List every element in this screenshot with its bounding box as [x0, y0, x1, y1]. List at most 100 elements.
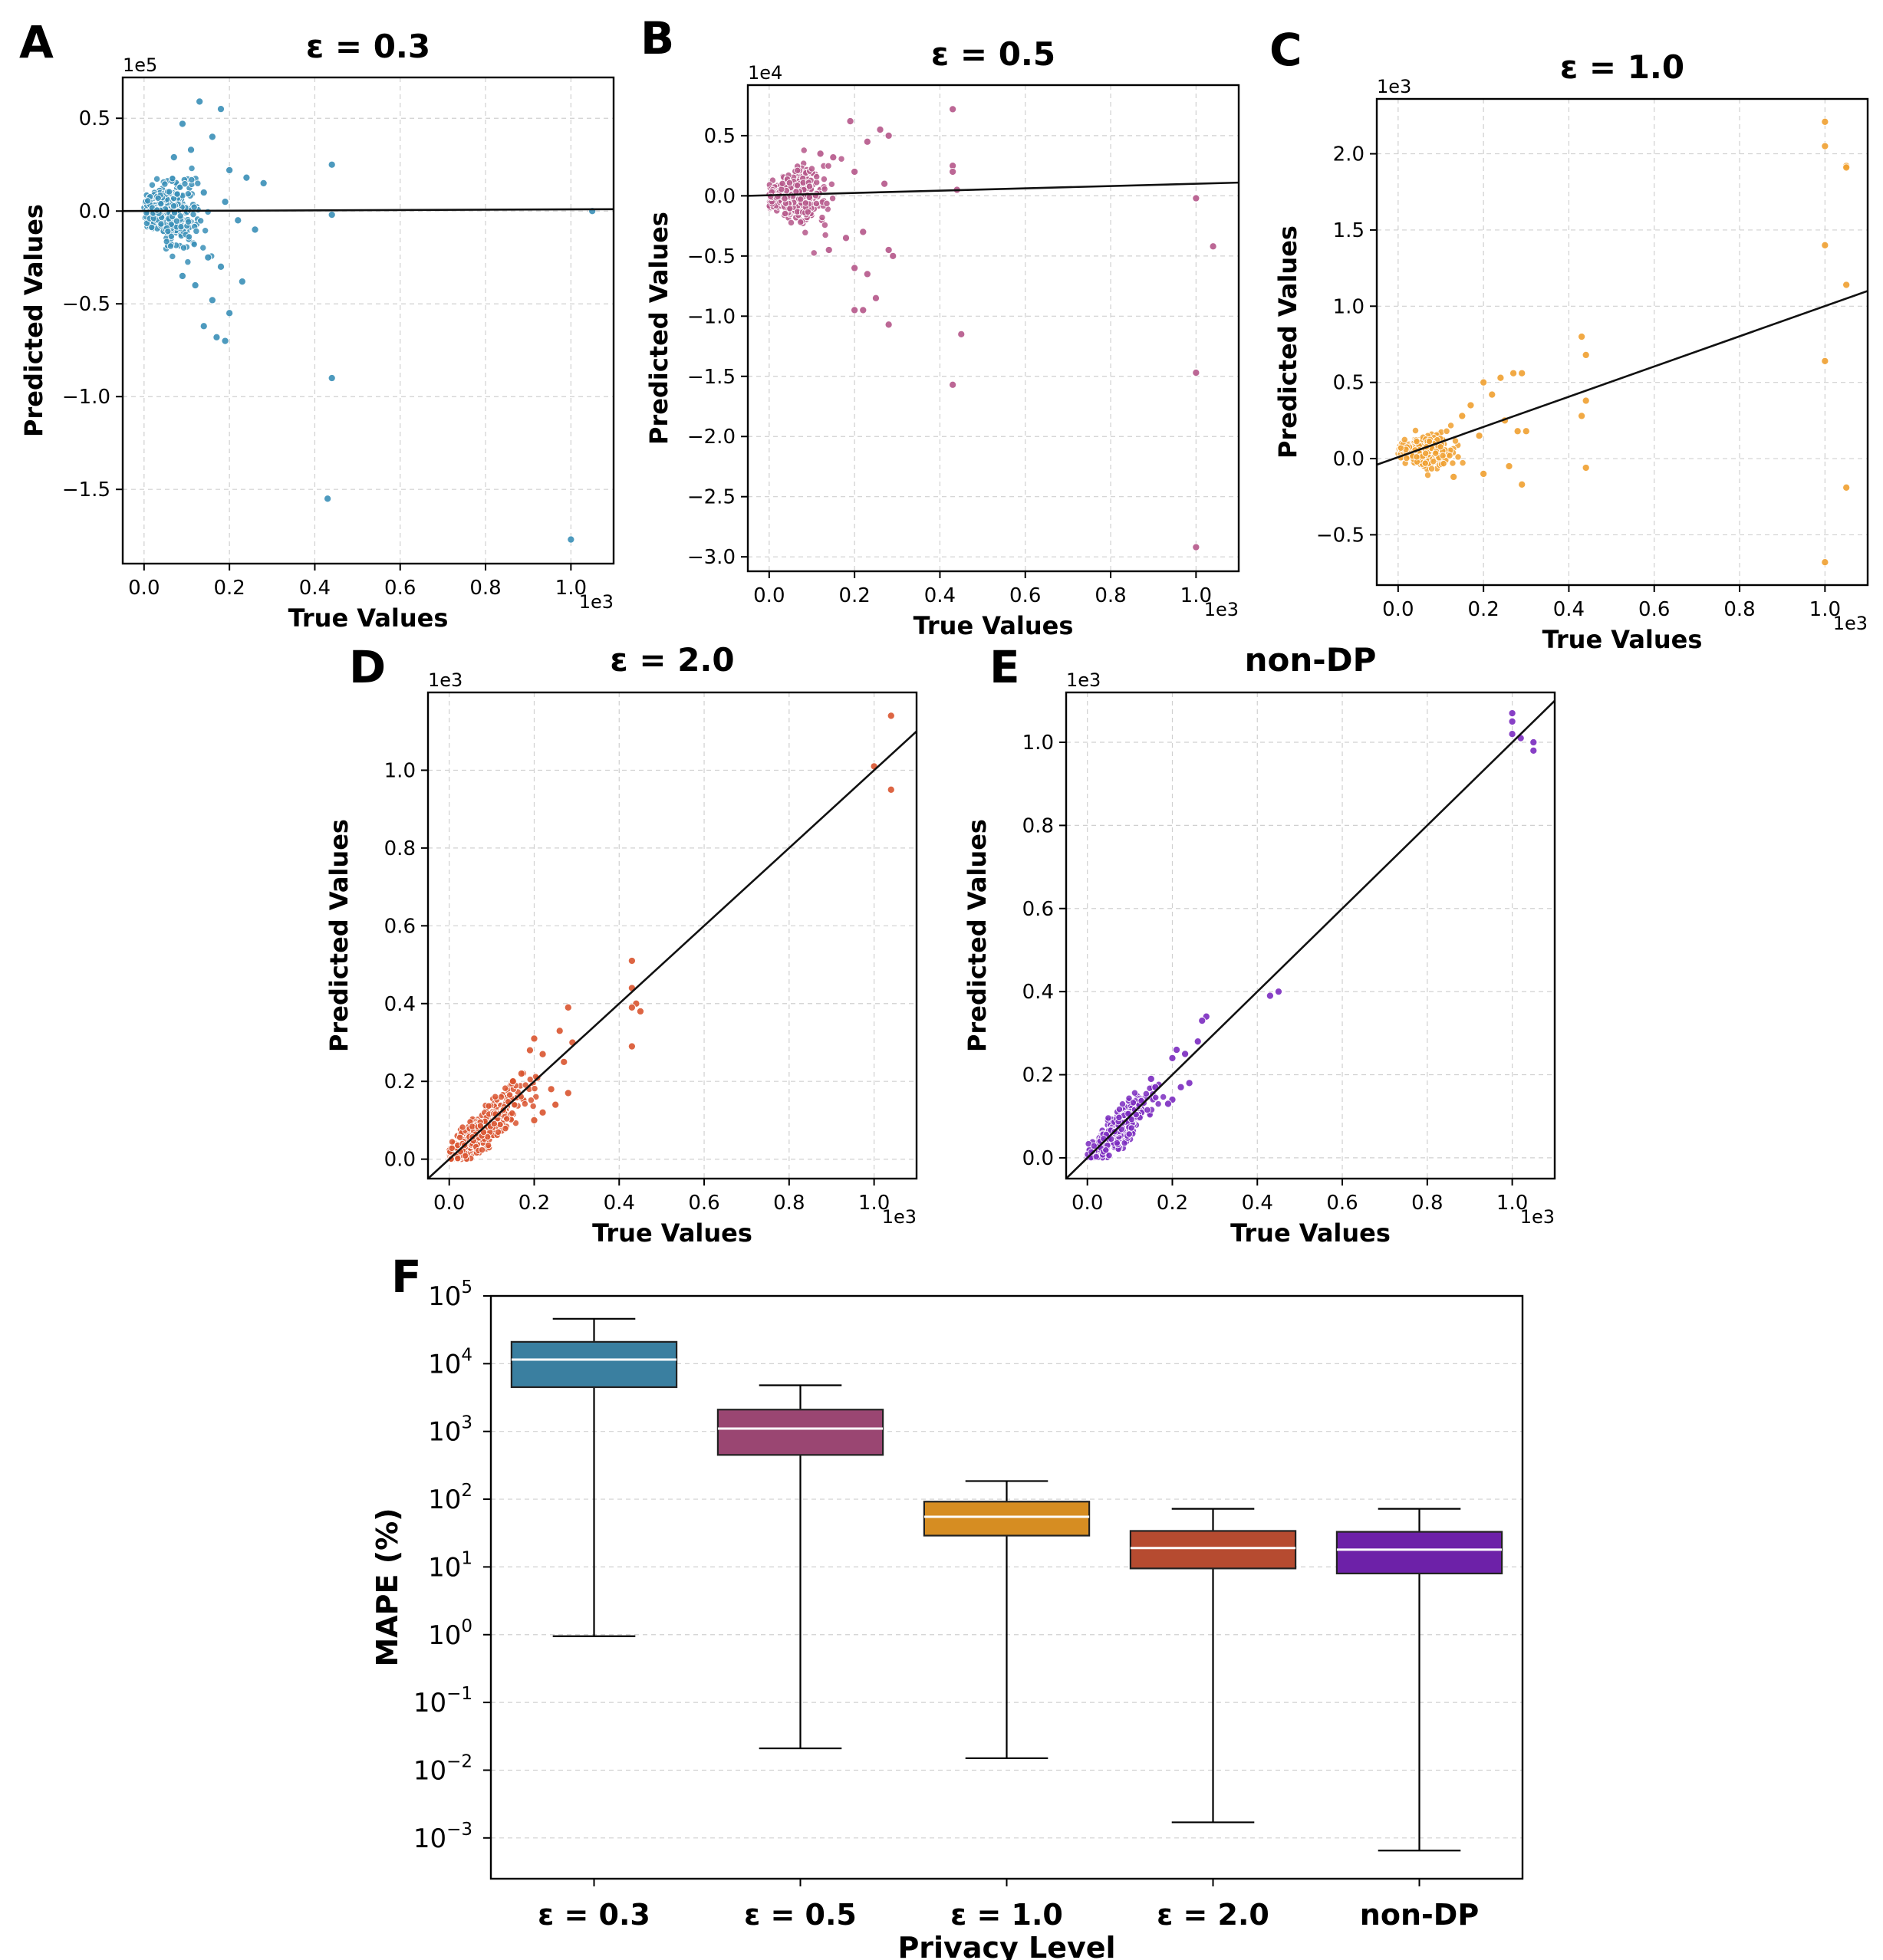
scatter-point [1821, 142, 1829, 150]
scatter-panel-b: 0.0 0.2 0.4 0.6 0.8 1.0 0.5 0.0 −0.5 −1.0 −1.5 −2.0… [640, 12, 1240, 640]
scatter-point [636, 1007, 645, 1015]
cluster-point [492, 1093, 499, 1100]
scatter-point [1522, 427, 1530, 436]
cluster-point [785, 179, 794, 187]
y-offset-label: 1e5 [123, 54, 157, 76]
scatter-point [204, 253, 212, 261]
scatter-point [1266, 992, 1274, 1000]
scatter-point [884, 131, 893, 140]
y-tick-exponent: 0 [461, 1616, 472, 1636]
y-axis-label: Predicted Values [1273, 225, 1302, 459]
x-offset-label: 1e3 [1520, 1206, 1555, 1228]
cluster-point [1104, 1114, 1112, 1122]
cluster-point [1459, 459, 1467, 467]
y-tick-exponent: 3 [461, 1413, 472, 1433]
cluster-point [1131, 1089, 1139, 1097]
cluster-point [1437, 443, 1444, 451]
x-category-label: ε = 0.5 [744, 1898, 857, 1932]
y-tick-label: −1.5 [687, 366, 736, 389]
scatter-point [889, 252, 897, 260]
y-tick-label: 105 [428, 1278, 472, 1312]
y-tick-label: 1.0 [1022, 732, 1054, 755]
cluster-point [1115, 1113, 1123, 1121]
y-tick-label: 1.5 [1333, 219, 1365, 242]
cluster-point [828, 195, 837, 202]
cluster-point [1113, 1139, 1121, 1147]
cluster-point [1154, 1100, 1162, 1108]
x-tick-label: 0.8 [1095, 584, 1126, 607]
y-tick-exponent: 1 [461, 1548, 472, 1568]
scatter-point [881, 179, 889, 188]
scatter-point [170, 153, 178, 162]
cluster-point [1129, 1099, 1137, 1107]
cluster-point [190, 203, 198, 211]
scatter-point [1168, 1054, 1177, 1062]
x-tick-label: 0.2 [1157, 1192, 1188, 1215]
cluster-point [1092, 1153, 1100, 1160]
x-axis-label: True Values [592, 1218, 752, 1248]
x-tick-label: 1.0 [555, 577, 587, 600]
y-tick-label: 102 [428, 1481, 472, 1515]
y-axis-label: Predicted Values [324, 819, 354, 1052]
cluster-point [170, 202, 178, 210]
cluster-point [793, 182, 802, 189]
scatter-point [178, 120, 186, 128]
cluster-point [190, 241, 198, 248]
scatter-point [1582, 396, 1590, 405]
y-tick-label: 0.2 [1022, 1064, 1054, 1087]
cluster-point [786, 205, 794, 212]
scatter-point [1509, 369, 1518, 377]
panel-letter: F [391, 1251, 422, 1303]
scatter-point [1480, 469, 1488, 478]
scatter-point [884, 321, 893, 329]
scatter-point [530, 1116, 538, 1124]
y-tick-label: 1.0 [384, 759, 416, 782]
y-tick-label: 0.4 [384, 993, 416, 1016]
scatter-point [538, 1050, 547, 1058]
cluster-point [179, 244, 188, 252]
y-tick-label: 0.8 [384, 837, 416, 860]
scatter-point [816, 150, 825, 158]
scatter-point [871, 294, 881, 302]
y-tick-exponent: 5 [461, 1278, 472, 1297]
cluster-point [821, 185, 828, 193]
scatter-point [225, 166, 234, 175]
x-axis-label: True Values [1542, 625, 1703, 654]
y-tick-label: 0.0 [79, 200, 110, 223]
cluster-point [177, 223, 185, 231]
scatter-point [560, 1057, 568, 1066]
x-tick-label: 1.0 [1809, 598, 1841, 621]
x-offset-label: 1e3 [579, 591, 614, 613]
y-tick-label: 101 [428, 1548, 472, 1583]
cluster-point [532, 1093, 540, 1100]
cluster-point [169, 175, 176, 183]
cluster-point [153, 175, 161, 183]
x-tick-label: 0.0 [1382, 598, 1414, 621]
y-tick-label: 0.0 [704, 185, 736, 208]
y-tick-label: 0.5 [79, 107, 110, 130]
scatter-point [1513, 427, 1522, 436]
y-tick-label: −0.5 [687, 245, 736, 268]
cluster-point [1118, 1126, 1125, 1133]
box-body [1129, 1530, 1297, 1570]
cluster-point [531, 1084, 538, 1093]
cluster-point [188, 176, 196, 184]
scatter-point [238, 278, 246, 286]
panel-letter: E [989, 641, 1020, 693]
scatter-point [1467, 401, 1475, 409]
scatter-point [1842, 281, 1851, 289]
fit-line [123, 208, 614, 212]
cluster-point [813, 173, 821, 181]
scatter-point [863, 270, 871, 278]
cluster-point [185, 233, 193, 241]
scatter-point [1508, 717, 1516, 725]
x-offset-label: 1e3 [882, 1206, 917, 1228]
box-body [510, 1340, 678, 1389]
cluster-point [1152, 1093, 1160, 1101]
cluster-point [787, 219, 795, 227]
y-tick-label: 0.6 [1022, 898, 1054, 921]
scatter-point [829, 153, 838, 162]
cluster-point [1401, 436, 1408, 443]
y-tick-label: 0.0 [1022, 1147, 1054, 1170]
cluster-point [1115, 1105, 1124, 1113]
